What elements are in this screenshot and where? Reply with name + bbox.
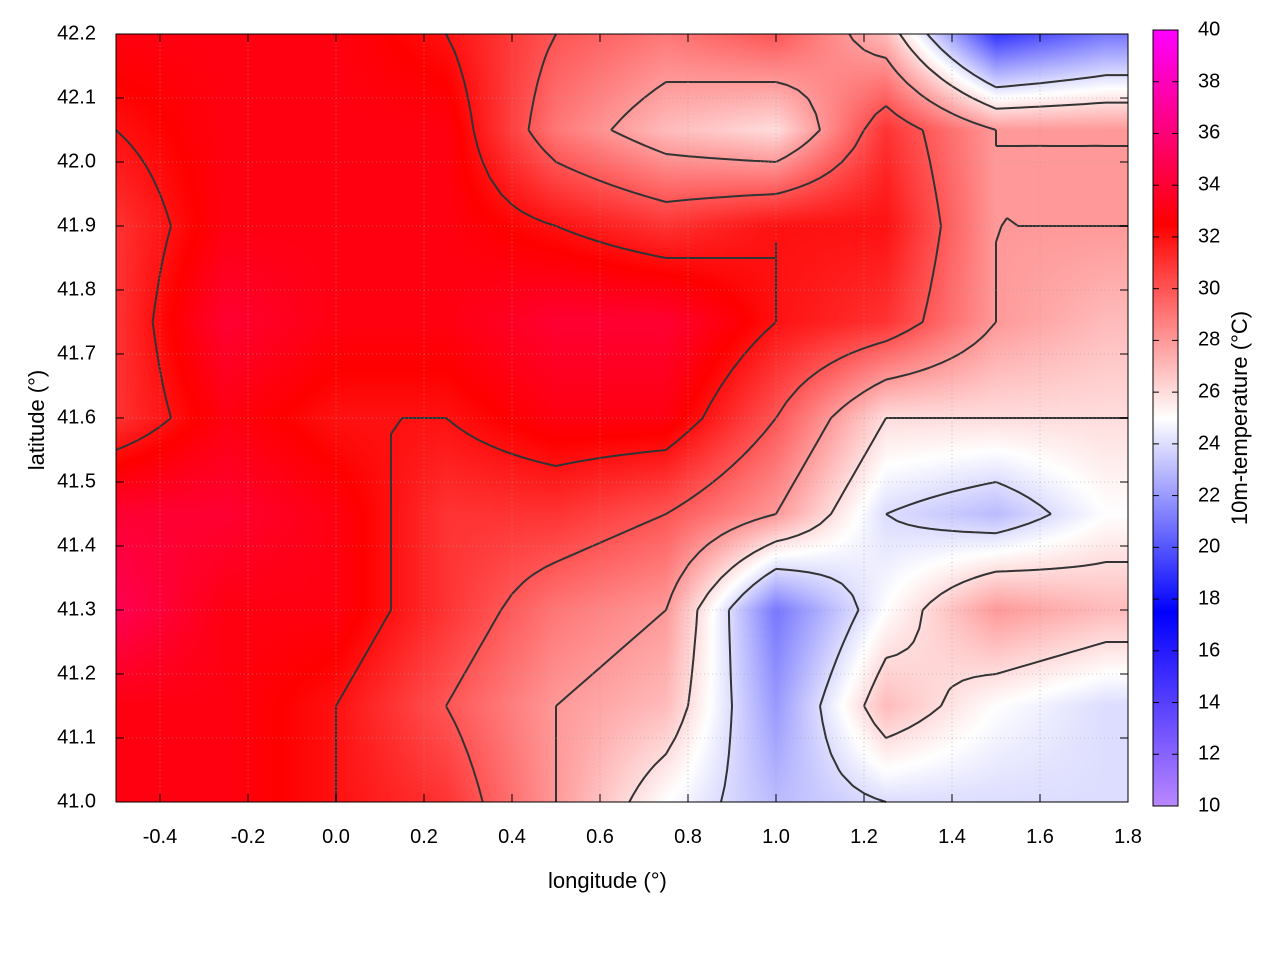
colorbar-border bbox=[1152, 29, 1179, 807]
x-tick-label: 1.2 bbox=[850, 826, 878, 848]
colorbar-label: 10m-temperature (°C) bbox=[1227, 310, 1252, 526]
y-axis-label: latitude (°) bbox=[24, 369, 49, 471]
x-axis-label: longitude (°) bbox=[548, 868, 667, 893]
colorbar-tick-label: 28 bbox=[1198, 328, 1221, 351]
colorbar-tick-label: 34 bbox=[1198, 173, 1221, 196]
colorbar-tick-label: 38 bbox=[1198, 70, 1221, 93]
colorbar-tick-label: 10 bbox=[1198, 794, 1221, 817]
y-tick-label: 41.5 bbox=[57, 470, 96, 493]
colorbar-tick-label: 32 bbox=[1198, 225, 1221, 248]
y-tick-label: 42.2 bbox=[57, 22, 96, 45]
y-tick-label: 41.9 bbox=[57, 214, 96, 237]
y-tick-label: 41.7 bbox=[57, 342, 96, 365]
x-tick-label: 1.6 bbox=[1026, 826, 1054, 848]
x-tick-label: 0.4 bbox=[498, 826, 526, 848]
x-tick-label: -0.2 bbox=[230, 826, 266, 848]
x-tick-label: 0.8 bbox=[674, 826, 702, 848]
plot-border bbox=[115, 33, 1129, 803]
x-tick-label: -0.4 bbox=[142, 826, 178, 848]
contour-line-24 bbox=[720, 33, 1128, 803]
x-tick-label: 0.2 bbox=[410, 826, 438, 848]
colorbar-tick-label: 14 bbox=[1198, 691, 1221, 714]
y-tick-label: 41.1 bbox=[57, 726, 96, 749]
contour-line-28 bbox=[555, 33, 1128, 802]
y-tick-label: 42.1 bbox=[57, 86, 96, 109]
colorbar-tick-label: 24 bbox=[1198, 432, 1221, 455]
y-tick-label: 41.3 bbox=[57, 598, 96, 621]
colorbar-tick-label: 20 bbox=[1198, 535, 1221, 558]
colorbar-tick-label: 18 bbox=[1198, 587, 1221, 610]
y-tick-label: 42.0 bbox=[57, 150, 96, 173]
y-tick-label: 41.6 bbox=[57, 406, 96, 429]
colorbar-tick-label: 22 bbox=[1198, 484, 1221, 507]
colorbar-tick-label: 30 bbox=[1198, 277, 1221, 300]
colorbar-tick-label: 36 bbox=[1198, 121, 1221, 144]
x-tick-label: 0.0 bbox=[322, 826, 350, 848]
contour-line-26 bbox=[628, 33, 1128, 803]
y-tick-label: 41.2 bbox=[57, 662, 96, 685]
contour-line-32 bbox=[115, 33, 777, 802]
contour-line-30 bbox=[445, 33, 942, 803]
colorbar-tick-label: 40 bbox=[1198, 18, 1221, 41]
x-tick-label: 1.0 bbox=[762, 826, 790, 848]
y-tick-label: 41.8 bbox=[57, 278, 96, 301]
y-tick-label: 41.4 bbox=[57, 534, 96, 557]
colorbar-tick-label: 26 bbox=[1198, 380, 1221, 403]
x-tick-label: 1.4 bbox=[938, 826, 966, 848]
colorbar bbox=[1153, 30, 1178, 806]
y-tick-label: 41.0 bbox=[57, 790, 96, 813]
x-tick-label: 0.6 bbox=[586, 826, 614, 848]
colorbar-tick-label: 16 bbox=[1198, 639, 1221, 662]
x-tick-label: 1.8 bbox=[1114, 826, 1142, 848]
colorbar-tick-label: 12 bbox=[1198, 742, 1221, 765]
